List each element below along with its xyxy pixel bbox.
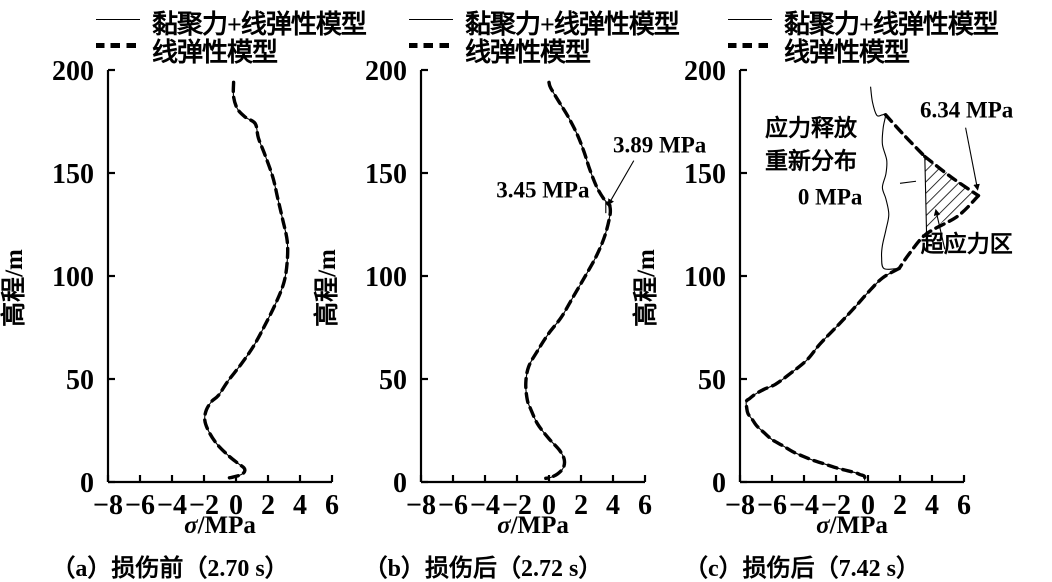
svg-text:3.45 MPa: 3.45 MPa <box>496 178 590 203</box>
svg-text:100: 100 <box>52 262 94 293</box>
svg-text:0: 0 <box>712 468 726 499</box>
svg-text:200: 200 <box>684 56 726 87</box>
svg-text:150: 150 <box>684 159 726 190</box>
svg-text:200: 200 <box>365 56 407 87</box>
svg-text:0: 0 <box>393 468 407 499</box>
svg-text:150: 150 <box>365 159 407 190</box>
svg-text:重新分布: 重新分布 <box>765 147 857 173</box>
svg-text:150: 150 <box>52 159 94 190</box>
svg-text:100: 100 <box>365 262 407 293</box>
svg-text:超应力区: 超应力区 <box>921 230 1013 256</box>
svg-text:50: 50 <box>698 365 726 396</box>
svg-text:应力释放: 应力释放 <box>765 114 858 140</box>
svg-text:100: 100 <box>684 262 726 293</box>
svg-text:0 MPa: 0 MPa <box>798 184 863 209</box>
svg-text:50: 50 <box>379 365 407 396</box>
svg-text:6.34 MPa: 6.34 MPa <box>920 97 1014 122</box>
svg-text:0: 0 <box>80 468 94 499</box>
svg-text:200: 200 <box>52 56 94 87</box>
svg-text:50: 50 <box>66 365 94 396</box>
